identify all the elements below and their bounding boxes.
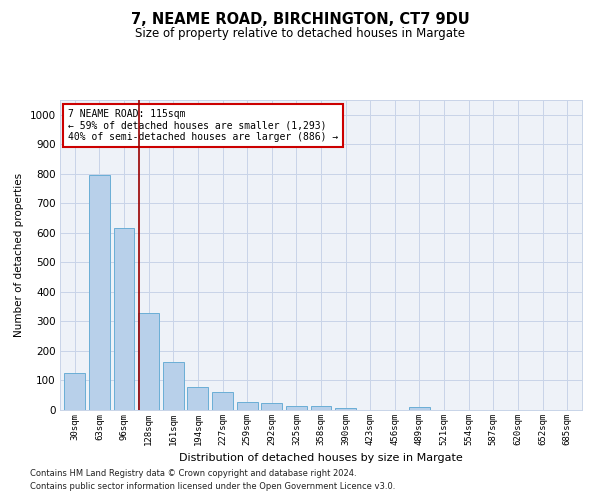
Text: Contains public sector information licensed under the Open Government Licence v3: Contains public sector information licen… [30,482,395,491]
Bar [187,387,208,410]
Y-axis label: Number of detached properties: Number of detached properties [14,173,24,337]
Bar [64,373,85,410]
Bar [409,407,430,410]
Bar [138,313,159,410]
Bar [163,362,184,410]
Bar [89,176,110,410]
Bar [113,228,134,410]
Bar [335,408,356,410]
Bar [212,392,233,410]
Text: Contains HM Land Registry data © Crown copyright and database right 2024.: Contains HM Land Registry data © Crown c… [30,468,356,477]
Text: 7 NEAME ROAD: 115sqm
← 59% of detached houses are smaller (1,293)
40% of semi-de: 7 NEAME ROAD: 115sqm ← 59% of detached h… [68,110,338,142]
Text: 7, NEAME ROAD, BIRCHINGTON, CT7 9DU: 7, NEAME ROAD, BIRCHINGTON, CT7 9DU [131,12,469,28]
Bar [261,402,282,410]
Text: Size of property relative to detached houses in Margate: Size of property relative to detached ho… [135,28,465,40]
Bar [311,406,331,410]
X-axis label: Distribution of detached houses by size in Margate: Distribution of detached houses by size … [179,454,463,464]
Bar [286,406,307,410]
Bar [236,402,257,410]
